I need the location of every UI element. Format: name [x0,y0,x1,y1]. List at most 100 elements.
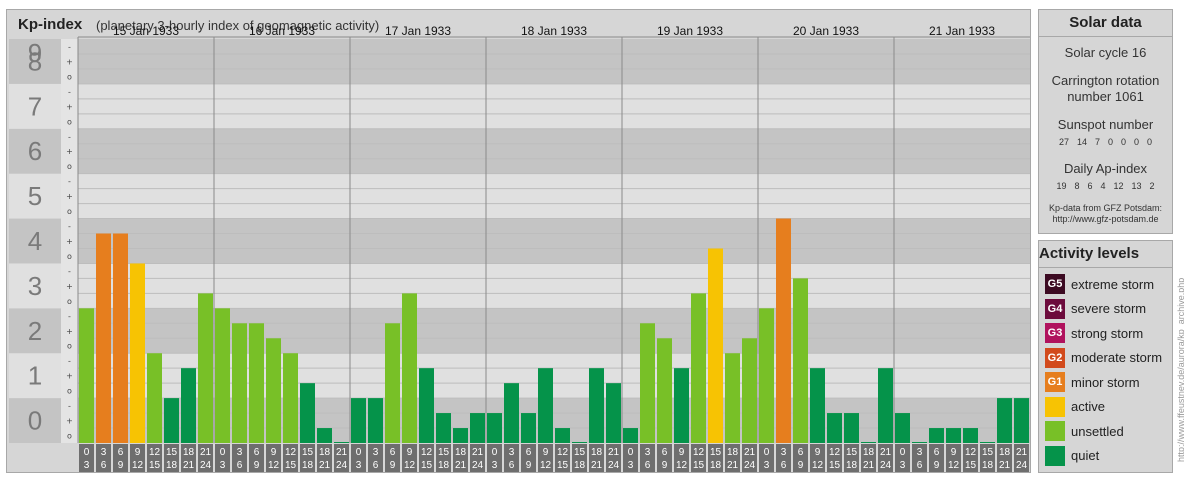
interval-label-cell [844,444,859,472]
kp-bar [895,413,910,443]
interval-start-label: 6 [934,447,940,458]
chart-title: Kp-index [18,16,83,33]
y-sub-tick-label: o [67,207,72,216]
kp-bar [657,338,672,443]
interval-start-label: 0 [900,447,906,458]
interval-start-label: 12 [557,447,569,458]
interval-end-label: 21 [183,460,195,471]
sub-scale-column [61,39,78,443]
sunspot-value: 14 [1076,137,1087,147]
interval-label-cell [572,444,587,472]
kp-chart-panel: Kp-index (planetary 3-hourly index of ge… [6,9,1031,473]
kp-bar [368,398,383,443]
interval-end-label: 24 [608,460,620,471]
kp-bar [79,308,94,443]
legend-item: G4 severe storm [1045,298,1146,319]
interval-start-label: 15 [166,447,178,458]
interval-start-label: 0 [764,447,770,458]
legend-label: quiet [1071,448,1100,463]
interval-end-label: 12 [676,460,688,471]
interval-start-label: 21 [200,447,212,458]
legend-swatch: G5 [1045,274,1065,294]
day-label: 18 Jan 1933 [521,24,587,38]
interval-end-label: 3 [84,460,90,471]
interval-start-label: 6 [390,447,396,458]
kp-bar [300,383,315,443]
solar-cycle: Solar cycle 16 [1064,45,1147,60]
kp-band [78,39,1030,84]
legend-label: active [1071,399,1105,414]
sunspot-value: 27 [1058,137,1069,147]
kp-bar [810,368,825,443]
interval-start-label: 3 [645,447,651,458]
legend-item: G1 minor storm [1045,372,1140,392]
kp-bar [980,442,995,443]
y-sub-tick-label: - [68,357,71,366]
sunspot-value: 0 [1107,137,1113,147]
kp-bar [402,293,417,443]
y-axis-band [9,353,61,399]
interval-end-label: 15 [829,460,841,471]
interval-end-label: 18 [710,460,722,471]
carrington-rotation-line2: number 1061 [1067,89,1144,104]
y-axis-band [9,308,61,354]
interval-end-label: 3 [492,460,498,471]
interval-start-label: 18 [999,447,1011,458]
kp-bar [708,248,723,443]
interval-label-cell [368,444,383,472]
legend-label: extreme storm [1071,276,1155,292]
interval-label-cell [385,444,400,472]
legend-swatch [1045,421,1065,441]
kp-bar [504,383,519,443]
kp-bar [674,368,689,443]
legend-label: moderate storm [1071,350,1163,365]
y-tick-label: 7 [28,91,42,121]
sunspot-value: 7 [1094,137,1100,147]
y-sub-tick-label: - [68,42,71,51]
legend-swatch: G1 [1045,372,1065,392]
interval-label-cell [929,444,944,472]
kp-bar [946,428,961,443]
y-sub-tick-label: o [67,162,72,171]
source-link[interactable]: http://www.gfz-potsdam.de [1052,214,1159,224]
kp-band [78,83,1030,129]
interval-start-label: 9 [679,447,685,458]
interval-end-label: 21 [455,460,467,471]
ap-value: 13 [1131,181,1142,191]
interval-start-label: 18 [727,447,739,458]
kp-bar [283,353,298,443]
interval-start-label: 9 [271,447,277,458]
kp-bar [317,428,332,443]
sunspot-value: 0 [1134,137,1140,147]
interval-end-label: 3 [764,460,770,471]
day-label: 16 Jan 1933 [249,24,315,38]
interval-label-cell [130,444,145,472]
interval-start-label: 18 [455,447,467,458]
interval-end-label: 24 [880,460,892,471]
interval-label-cell [300,444,315,472]
kp-bar [538,368,553,443]
interval-start-label: 21 [472,447,484,458]
kp-band [78,128,1030,174]
kp-bar [623,428,638,443]
y-sub-tick-label: - [68,402,71,411]
legend-swatch: G3 [1045,323,1065,343]
chart-subtitle: (planetary 3-hourly index of geomagnetic… [96,18,380,33]
sunspot-value: 0 [1147,137,1153,147]
interval-label-cell [402,444,417,472]
legend-item: quiet [1045,445,1100,466]
kp-bar [181,368,196,443]
kp-bar [844,413,859,443]
solar-data-panel: Solar data Solar cycle 16 Carrington rot… [1038,9,1173,234]
interval-label-cell [453,444,468,472]
interval-start-label: 3 [917,447,923,458]
interval-label-cell [181,444,196,472]
interval-end-label: 12 [948,460,960,471]
kp-bar [776,218,791,443]
y-sub-tick-label: - [68,267,71,276]
interval-start-label: 18 [863,447,875,458]
kp-bar [606,383,621,443]
interval-start-label: 6 [798,447,804,458]
interval-end-label: 21 [591,460,603,471]
interval-label-cell [810,444,825,472]
